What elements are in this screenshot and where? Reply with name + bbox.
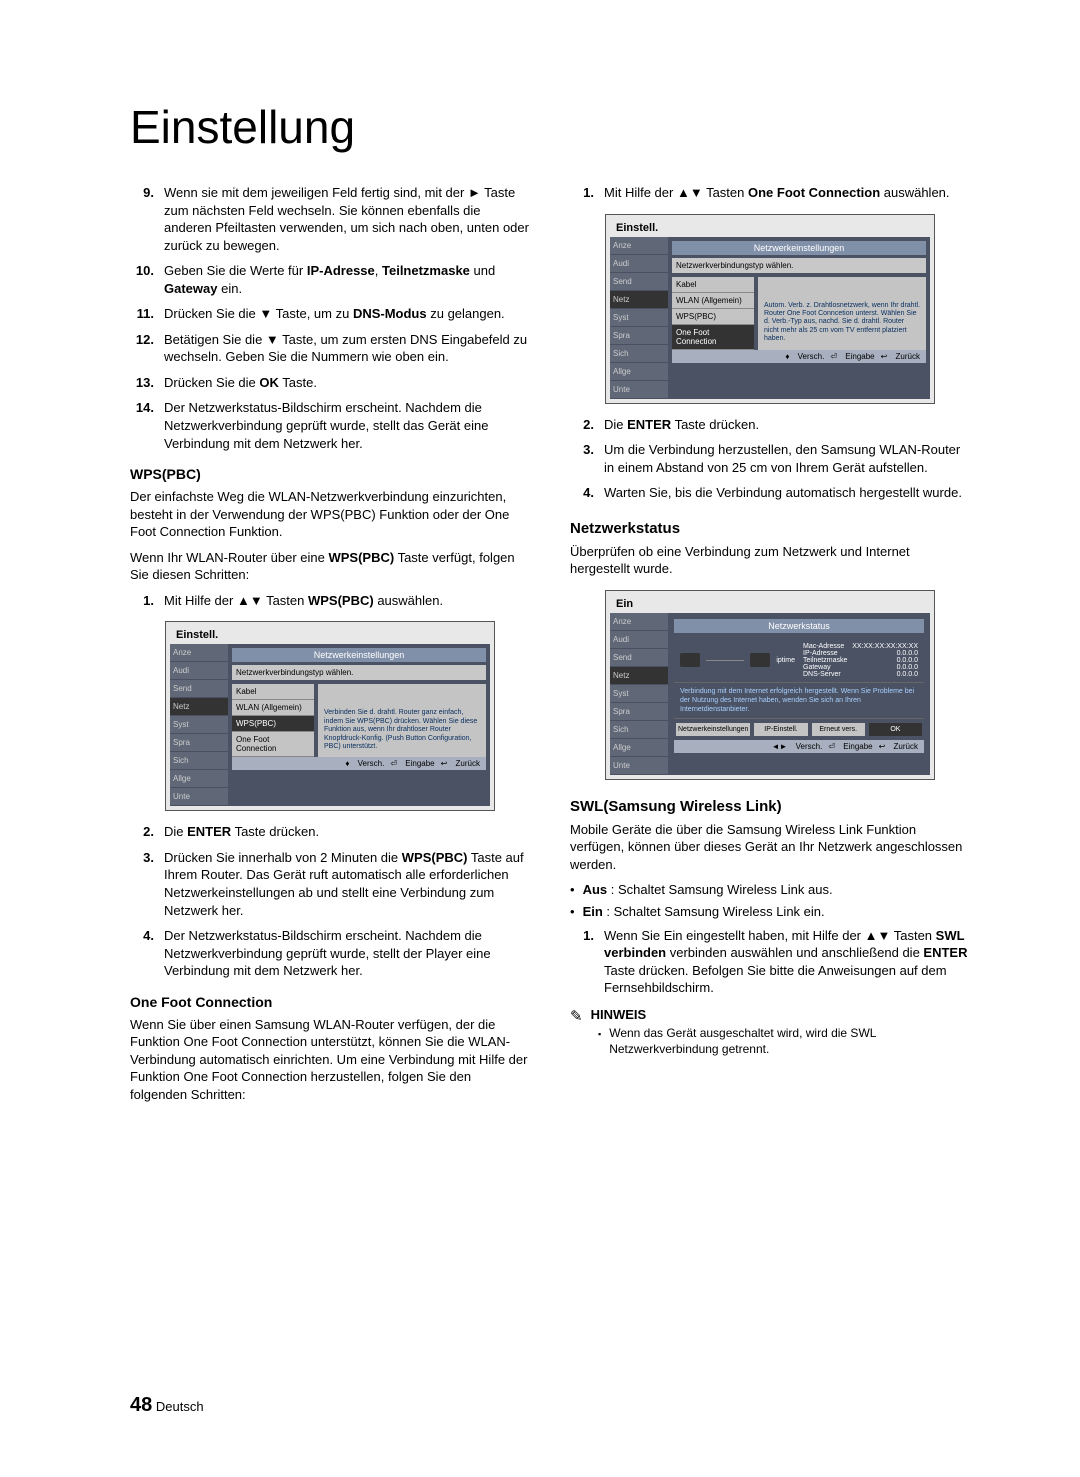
hinweis-label: HINWEIS (591, 1007, 647, 1022)
mock-connection-list: Kabel WLAN (Allgemein) WPS(PBC) One Foot… (232, 684, 314, 757)
step-text: Die ENTER Taste drücken. (164, 823, 530, 841)
mock-header: Netzwerkstatus (674, 619, 924, 633)
swl-steps: 1.Wenn Sie Ein eingestellt haben, mit Hi… (570, 927, 970, 997)
mock-header: Netzwerkeinstellungen (232, 648, 486, 662)
ofc-para: Wenn Sie über einen Samsung WLAN-Router … (130, 1016, 530, 1104)
step-text: Mit Hilfe der ▲▼ Tasten One Foot Connect… (604, 184, 970, 202)
mock-description-panel: Verbinden Sie d. drahtl. Router ganz ein… (318, 684, 486, 757)
swl-para: Mobile Geräte die über die Samsung Wirel… (570, 821, 970, 874)
step-text: Betätigen Sie die ▼ Taste, um zum ersten… (164, 331, 530, 366)
netzwerkstatus-screenshot: Ein AnzeAudiSendNetzSystSpraSichAllgeUnt… (605, 590, 935, 780)
step-num: 11. (130, 305, 154, 323)
step-text: Um die Verbindung herzustellen, den Sams… (604, 441, 970, 476)
step-num: 9. (130, 184, 154, 254)
note-icon: ✎ (570, 1007, 583, 1025)
step-text: Wenn sie mit dem jeweiligen Feld fertig … (164, 184, 530, 254)
swl-heading: SWL(Samsung Wireless Link) (570, 798, 970, 815)
content-columns: 9.Wenn sie mit dem jeweiligen Feld ferti… (130, 184, 970, 1112)
step-text: Warten Sie, bis die Verbindung automatis… (604, 484, 970, 502)
mock-header: Netzwerkeinstellungen (672, 241, 926, 255)
mock-buttons: Netzwerkeinstellungen IP-Einstell. Erneu… (674, 719, 924, 740)
netzwerkstatus-para: Überprüfen ob eine Verbindung zum Netzwe… (570, 543, 970, 578)
step-num: 3. (130, 849, 154, 919)
step-num: 2. (130, 823, 154, 841)
page-title: Einstellung (130, 100, 970, 154)
right-column: 1. Mit Hilfe der ▲▼ Tasten One Foot Conne… (570, 184, 970, 1112)
network-info-table: Mac-AdresseXX:XX:XX:XX:XX:XX IP-Adresse0… (803, 643, 918, 678)
step-num: 3. (570, 441, 594, 476)
step-text: Mit Hilfe der ▲▼ Tasten WPS(PBC) auswähl… (164, 592, 530, 610)
mock-description-panel: Autom. Verb. z. Drahtlosnetzwerk, wenn I… (758, 277, 926, 350)
ofc-screenshot: Einstell. AnzeAudiSendNetzSystSpraSichAl… (605, 214, 935, 404)
mock-subtitle: Netzwerkverbindungstyp wählen. (672, 258, 926, 273)
ofc-steps: 1. Mit Hilfe der ▲▼ Tasten One Foot Conne… (570, 184, 970, 202)
mock-window-title: Ein (610, 595, 930, 613)
step-num: 14. (130, 399, 154, 452)
swl-options: Aus : Schaltet Samsung Wireless Link aus… (570, 881, 970, 920)
steps-group-a: 9.Wenn sie mit dem jeweiligen Feld ferti… (130, 184, 530, 452)
step-num: 12. (130, 331, 154, 366)
step-num: 1. (130, 592, 154, 610)
steps-group-c: 2. Die ENTER Taste drücken. 3. Um die Verb… (570, 416, 970, 502)
page-footer: 48 Deutsch (130, 1394, 204, 1417)
step-text: Der Netzwerkstatus-Bildschirm erscheint.… (164, 399, 530, 452)
step-num: 4. (570, 484, 594, 502)
mock-sidebar: AnzeAudiSendNetzSystSpraSichAllgeUnte (610, 237, 668, 399)
step-num: 4. (130, 927, 154, 980)
mock-footer: ♦ Versch.⏎ Eingabe↩ Zurück (232, 757, 486, 770)
ofc-heading: One Foot Connection (130, 994, 530, 1010)
mock-footer: ♦ Versch.⏎ Eingabe↩ Zurück (672, 350, 926, 363)
step-num: 10. (130, 262, 154, 297)
hinweis-row: ✎ HINWEIS (570, 1007, 970, 1025)
step-text: Der Netzwerkstatus-Bildschirm erscheint.… (164, 927, 530, 980)
step-text: Drücken Sie die OK Taste. (164, 374, 530, 392)
wps-heading: WPS(PBC) (130, 466, 530, 482)
step-text: Die ENTER Taste drücken. (604, 416, 970, 434)
wps-para-2: Wenn Ihr WLAN-Router über eine WPS(PBC) … (130, 549, 530, 584)
connection-message: Verbindung mit dem Internet erfolgreich … (674, 682, 924, 719)
page-lang: Deutsch (156, 1399, 204, 1414)
mock-sidebar: AnzeAudiSendNetzSystSpraSichAllgeUnte (610, 613, 668, 775)
step-num: 1. (570, 927, 594, 997)
left-column: 9.Wenn sie mit dem jeweiligen Feld ferti… (130, 184, 530, 1112)
mock-sidebar: AnzeAudiSendNetzSystSpraSichAllgeUnte (170, 644, 228, 806)
wps-para-1: Der einfachste Weg die WLAN-Netzwerkverb… (130, 488, 530, 541)
hinweis-text: Wenn das Gerät ausgeschaltet wird, wird … (598, 1025, 970, 1057)
wps-screenshot: Einstell. AnzeAudiSendNetzSystSpraSichAl… (165, 621, 495, 811)
step-text: Wenn Sie Ein eingestellt haben, mit Hilf… (604, 927, 970, 997)
step-text: Drücken Sie innerhalb von 2 Minuten die … (164, 849, 530, 919)
wps-steps: 1. Mit Hilfe der ▲▼ Tasten WPS(PBC) auswä… (130, 592, 530, 610)
mock-window-title: Einstell. (610, 219, 930, 237)
netzwerkstatus-heading: Netzwerkstatus (570, 520, 970, 537)
steps-group-b: 2. Die ENTER Taste drücken. 3.Drücken Sie… (130, 823, 530, 979)
step-num: 1. (570, 184, 594, 202)
mock-subtitle: Netzwerkverbindungstyp wählen. (232, 665, 486, 680)
step-num: 2. (570, 416, 594, 434)
mock-footer: ◄► Versch.⏎ Eingabe↩ Zurück (674, 740, 924, 753)
network-diagram: iptime (680, 643, 795, 678)
step-num: 13. (130, 374, 154, 392)
page-number: 48 (130, 1394, 152, 1416)
step-text: Geben Sie die Werte für IP-Adresse, Teil… (164, 262, 530, 297)
step-text: Drücken Sie die ▼ Taste, um zu DNS-Modus… (164, 305, 530, 323)
mock-window-title: Einstell. (170, 626, 490, 644)
mock-connection-list: Kabel WLAN (Allgemein) WPS(PBC) One Foot… (672, 277, 754, 350)
